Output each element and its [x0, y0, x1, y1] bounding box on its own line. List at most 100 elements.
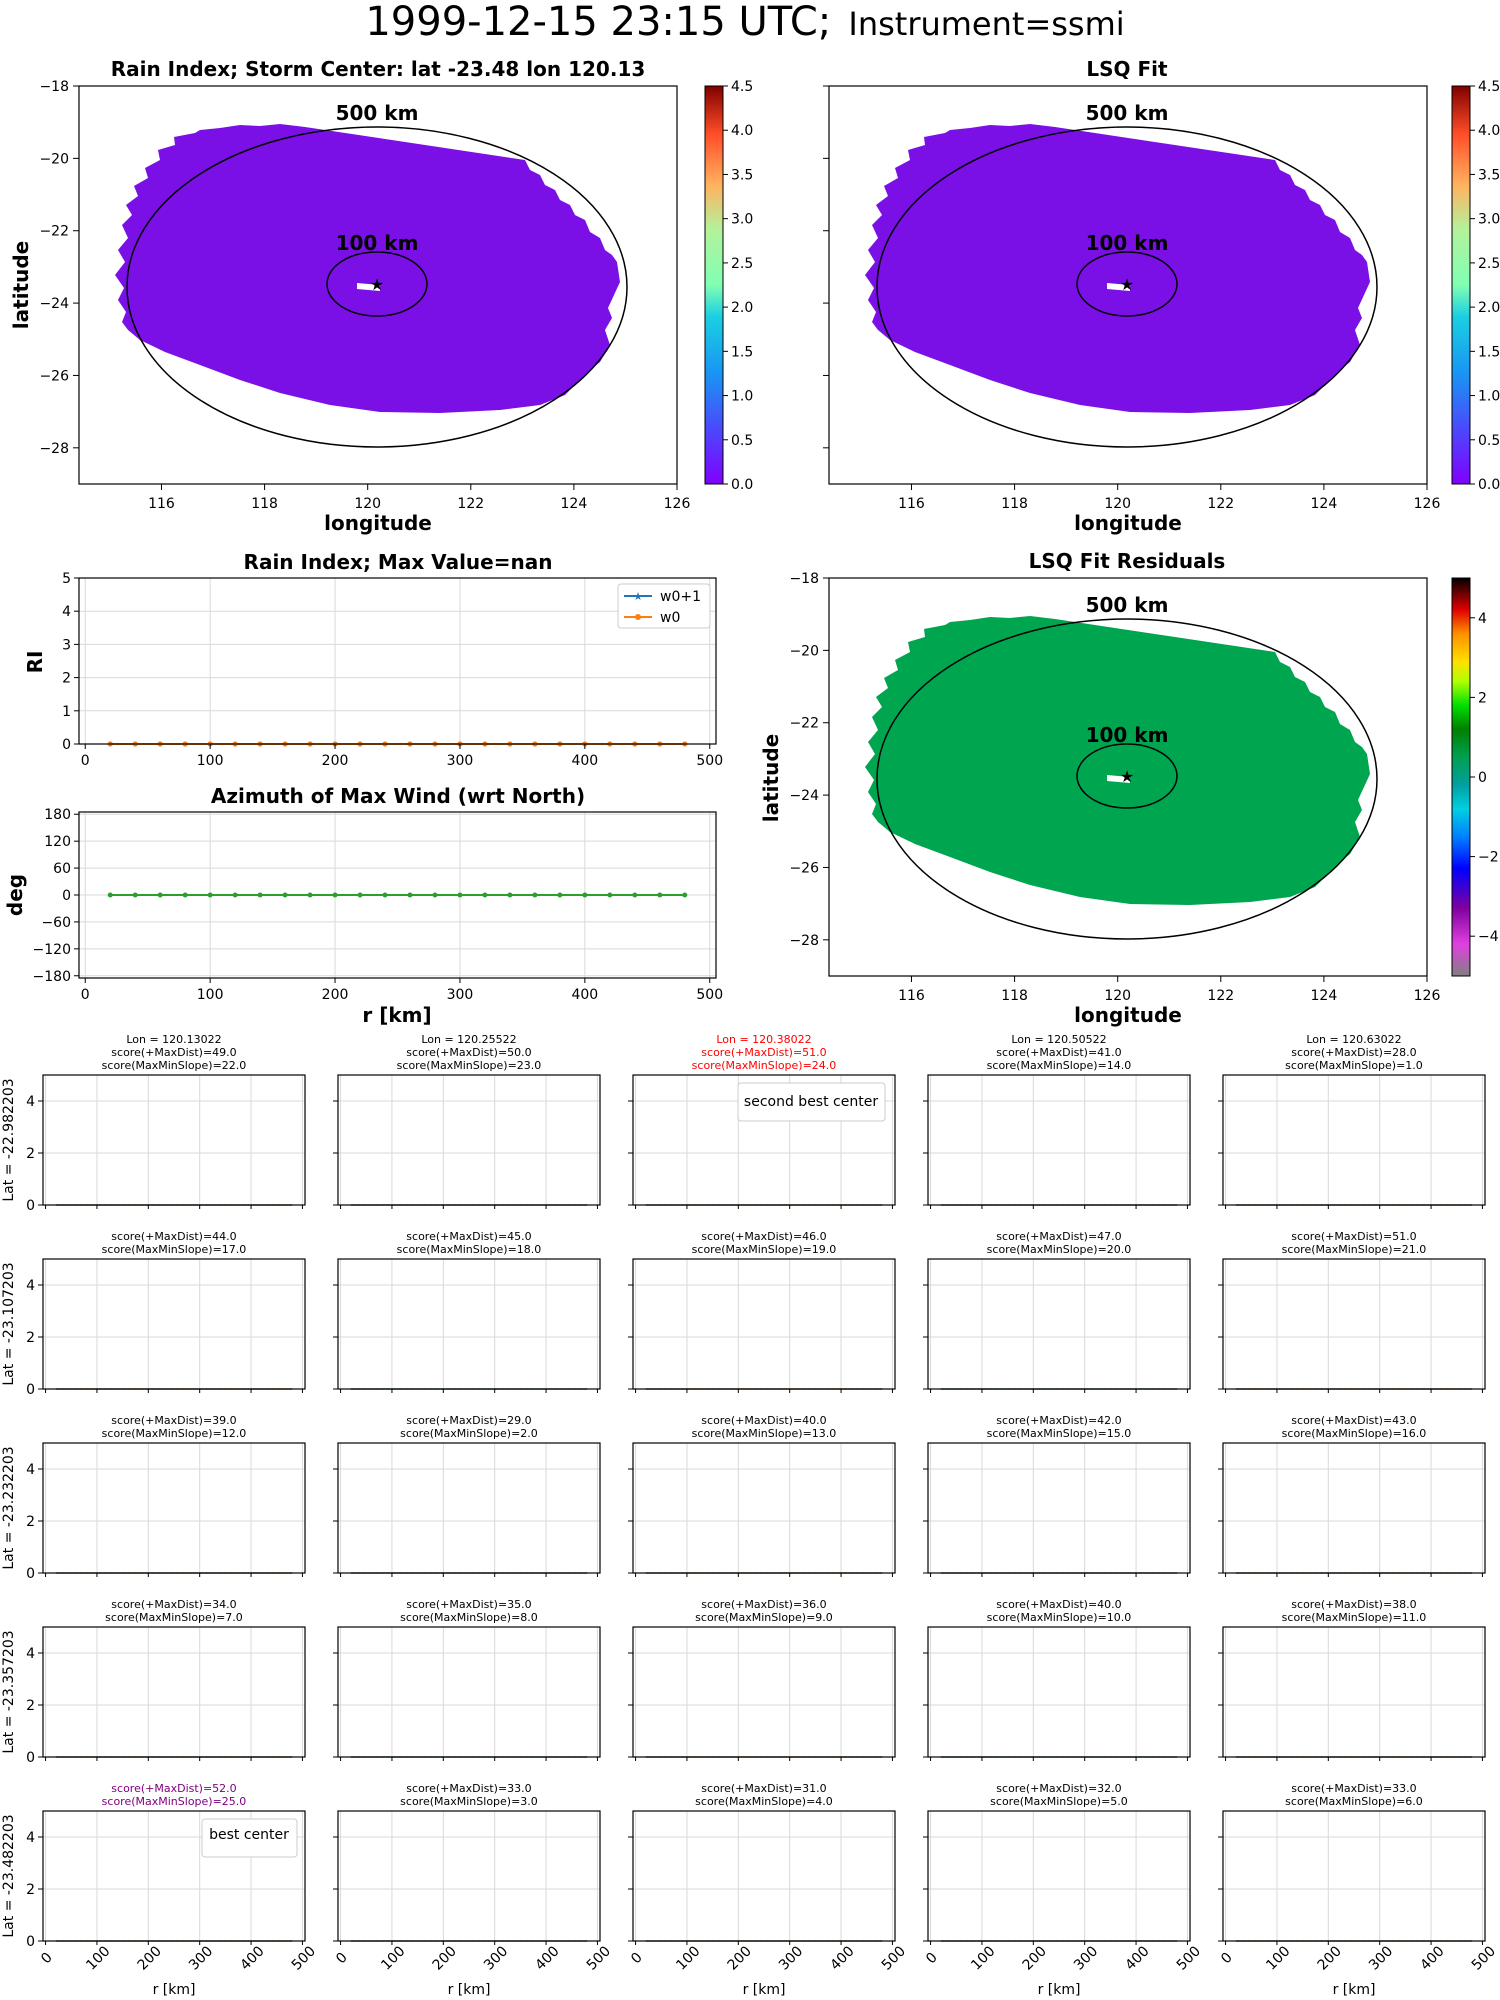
panel-ytick-label: 0: [26, 1566, 35, 1582]
map-xtick-label: 116: [898, 988, 925, 1004]
map-ytick-label: −22: [39, 224, 69, 240]
suptitle-time: 1999-12-15 23:15 UTC;: [365, 0, 831, 45]
panel-xtick-label: 500: [1174, 1943, 1204, 1973]
center-panel: score(+MaxDist)=52.0score(MaxMinSlope)=2…: [1, 1782, 319, 1998]
panel-xlabel: r [km]: [153, 1982, 196, 1998]
colorbar-tick-label: 1.5: [1478, 344, 1500, 360]
ytick-label: 2: [62, 671, 71, 687]
panel-lon-label: Lon = 120.38022: [716, 1033, 811, 1046]
map-ytick-label: −26: [39, 368, 69, 384]
panel-score-maxdist: score(+MaxDist)=52.0: [111, 1782, 236, 1795]
rain-index-map-panel: Rain Index; Storm Center: lat -23.48 lon…: [9, 57, 753, 535]
panel-score-maxdist: score(+MaxDist)=47.0: [996, 1230, 1121, 1243]
rain-index-ring-500km: [126, 126, 628, 448]
center-panel: score(+MaxDist)=43.0score(MaxMinSlope)=1…: [1218, 1414, 1486, 1577]
ytick-label: 60: [53, 861, 71, 877]
panel-score-maxdist: score(+MaxDist)=36.0: [701, 1598, 826, 1611]
panel-score-maxminslope: score(MaxMinSlope)=3.0: [400, 1795, 538, 1808]
legend-marker-dot-icon: [635, 614, 641, 620]
panel-ytick-label: 0: [26, 1750, 35, 1766]
panel-xtick-label: 300: [186, 1943, 216, 1973]
panel-score-maxdist: score(+MaxDist)=46.0: [701, 1230, 826, 1243]
rain-index-map-title: Rain Index; Storm Center: lat -23.48 lon…: [111, 57, 646, 81]
panel-xlabel: r [km]: [1038, 1982, 1081, 1998]
xtick-label: 300: [447, 987, 474, 1003]
map-xtick-label: 126: [1414, 988, 1441, 1004]
center-panel: score(+MaxDist)=40.0score(MaxMinSlope)=1…: [923, 1598, 1191, 1761]
panel-score-maxminslope: score(MaxMinSlope)=8.0: [400, 1611, 538, 1624]
xtick-label: 200: [322, 753, 349, 769]
azimuth-series-point: [357, 892, 363, 898]
rain-index-map-xticks: 116 118 120 122 124 126: [148, 484, 690, 512]
panel-ytick-label: 0: [26, 1934, 35, 1950]
lsq-residuals-ring-label-500: 500 km: [1086, 593, 1169, 617]
panel-score-maxminslope: score(MaxMinSlope)=13.0: [692, 1427, 837, 1440]
map-xtick-label: 120: [1104, 988, 1131, 1004]
colorbar-tick-label: 2.5: [731, 256, 753, 272]
colorbar-tick-label: 0: [1478, 770, 1487, 786]
map-xtick-label: 126: [1414, 496, 1441, 512]
panel-lat-label: Lat = -22.982203: [1, 1078, 17, 1201]
panel-score-maxminslope: score(MaxMinSlope)=23.0: [397, 1059, 542, 1072]
center-panel: score(+MaxDist)=44.0score(MaxMinSlope)=1…: [1, 1230, 306, 1398]
panel-xlabel: r [km]: [1333, 1982, 1376, 1998]
lsq-residuals-center-gap: [1107, 775, 1130, 783]
panel-xtick-label: 0: [1218, 1950, 1236, 1968]
colorbar-tick-label: 4.0: [1478, 123, 1500, 139]
panel-lat-label: Lat = -23.232203: [1, 1446, 17, 1569]
map-xtick-label: 124: [1311, 496, 1338, 512]
colorbar-tick-label: 2.0: [731, 300, 753, 316]
second-best-legend-box: [737, 1082, 886, 1122]
panel-ytick-label: 0: [26, 1382, 35, 1398]
panel-score-maxdist: score(+MaxDist)=51.0: [1291, 1230, 1416, 1243]
colorbar-tick-label: 2.5: [1478, 256, 1500, 272]
panel-score-maxminslope: score(MaxMinSlope)=4.0: [695, 1795, 833, 1808]
panel-score-maxdist: score(+MaxDist)=32.0: [996, 1782, 1121, 1795]
map-ytick-label: −20: [39, 151, 69, 167]
panel-xtick-label: 400: [237, 1943, 267, 1973]
panel-frame: [927, 1258, 1191, 1390]
ytick-label: −60: [41, 915, 71, 931]
lsq-fit-map-panel: LSQ Fit ★ 500 km 100 km 116 118 120 122 124 1…: [823, 57, 1500, 535]
lsq-fit-map-xlabel: longitude: [1074, 511, 1182, 535]
rain-index-profile-ticks: 0 100 200 300 400 500 0 1 2 3 4 5: [62, 571, 723, 769]
center-panel: Lon = 120.50522score(+MaxDist)=41.0score…: [923, 1033, 1191, 1209]
rain-index-colorbar-ticks: 0.0 0.5 1.0 1.5 2.0 2.5 3.0 3.5 4.0 4.5: [723, 79, 753, 493]
center-panel: score(+MaxDist)=33.0score(MaxMinSlope)=3…: [333, 1782, 614, 1998]
center-panel: score(+MaxDist)=51.0score(MaxMinSlope)=2…: [1218, 1230, 1486, 1393]
panel-ytick-label: 4: [26, 1278, 35, 1294]
lsq-fit-map-yticks: [823, 85, 829, 449]
ytick-label: 120: [44, 834, 71, 850]
panel-score-maxdist: score(+MaxDist)=43.0: [1291, 1414, 1416, 1427]
map-ytick-label: −24: [39, 296, 69, 312]
panel-score-maxdist: score(+MaxDist)=38.0: [1291, 1598, 1416, 1611]
panel-score-maxminslope: score(MaxMinSlope)=11.0: [1282, 1611, 1427, 1624]
rain-index-ring-label-500: 500 km: [336, 101, 419, 125]
azimuth-series-point: [132, 892, 138, 898]
panel-xtick-label: 0: [923, 1950, 941, 1968]
azimuth-series-point: [432, 892, 438, 898]
panel-ytick-label: 0: [26, 1198, 35, 1214]
panel-score-maxminslope: score(MaxMinSlope)=17.0: [102, 1243, 247, 1256]
map-ytick-label: −24: [789, 788, 819, 804]
panel-score-maxminslope: score(MaxMinSlope)=10.0: [987, 1611, 1132, 1624]
panel-xtick-label: 0: [333, 1950, 351, 1968]
panel-score-maxminslope: score(MaxMinSlope)=1.0: [1285, 1059, 1423, 1072]
panel-score-maxminslope: score(MaxMinSlope)=16.0: [1282, 1427, 1427, 1440]
colorbar-tick-label: 0.0: [731, 477, 753, 493]
azimuth-profile-title: Azimuth of Max Wind (wrt North): [211, 784, 585, 808]
azimuth-series-point: [107, 892, 113, 898]
suptitle-instrument: Instrument=ssmi: [848, 5, 1124, 43]
legend-label-w0: w0: [660, 610, 680, 626]
panel-ytick-label: 4: [26, 1646, 35, 1662]
panel-frame: [1222, 1626, 1486, 1758]
panel-xtick-label: 100: [968, 1943, 998, 1973]
azimuth-series-point: [282, 892, 288, 898]
map-ytick-label: −22: [789, 716, 819, 732]
azimuth-profile-panel: Azimuth of Max Wind (wrt North) 0 100 200 3…: [3, 784, 723, 1027]
map-ytick-label: −28: [39, 441, 69, 457]
map-ytick-label: −26: [789, 860, 819, 876]
colorbar-tick-label: 1.0: [1478, 389, 1500, 405]
panel-frame: [337, 1626, 601, 1758]
azimuth-series-point: [482, 892, 488, 898]
